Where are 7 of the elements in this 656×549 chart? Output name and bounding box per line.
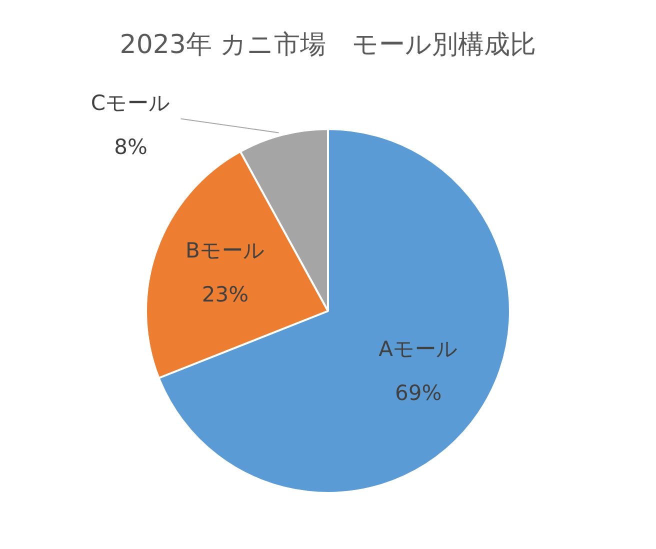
data-label: 23% <box>202 282 249 306</box>
slice-label: Cモール <box>90 91 171 116</box>
data-label: 8% <box>114 135 148 160</box>
data-label: 69% <box>394 380 442 405</box>
chart-title: 2023年 カニ市場 モール別構成比 <box>120 30 536 60</box>
slice-label: Bモール <box>186 238 265 262</box>
slice-label: Aモール <box>378 336 458 361</box>
